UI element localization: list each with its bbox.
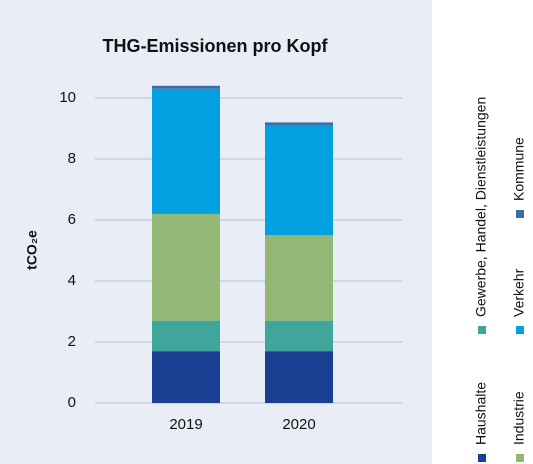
y-tick-label: 6 <box>68 211 76 228</box>
bar-segment <box>265 235 333 321</box>
legend-label: Haushalte <box>473 382 489 445</box>
y-tick-label: 8 <box>68 150 76 167</box>
bar-segment <box>265 320 333 352</box>
bar-segment <box>152 88 220 214</box>
x-tick-label: 2020 <box>282 416 315 433</box>
y-tick-label: 10 <box>59 89 76 106</box>
legend-swatch <box>478 454 486 462</box>
legend-swatch <box>516 326 524 334</box>
bar-segment <box>265 122 333 126</box>
y-tick-label: 4 <box>68 272 76 289</box>
legend-label: Kommune <box>511 137 527 201</box>
y-tick-label: 2 <box>68 333 76 350</box>
y-axis-label: tCO₂e <box>24 230 40 270</box>
x-tick-label: 2019 <box>169 416 202 433</box>
legend-label: Industrie <box>511 391 527 445</box>
legend-swatch <box>516 210 524 218</box>
legend-swatch <box>516 454 524 462</box>
bar-segment <box>152 213 220 321</box>
bar-segment <box>265 351 333 403</box>
bar-segment <box>265 125 333 236</box>
y-tick-label: 0 <box>68 394 76 411</box>
chart-title: THG-Emissionen pro Kopf <box>103 36 329 56</box>
bar-segment <box>152 351 220 403</box>
legend-label: Verkehr <box>511 268 527 317</box>
bar-segment <box>152 320 220 352</box>
legend-label: Gewerbe, Handel, Dienstleistungen <box>473 97 489 317</box>
bar-segment <box>152 85 220 89</box>
legend-swatch <box>478 326 486 334</box>
